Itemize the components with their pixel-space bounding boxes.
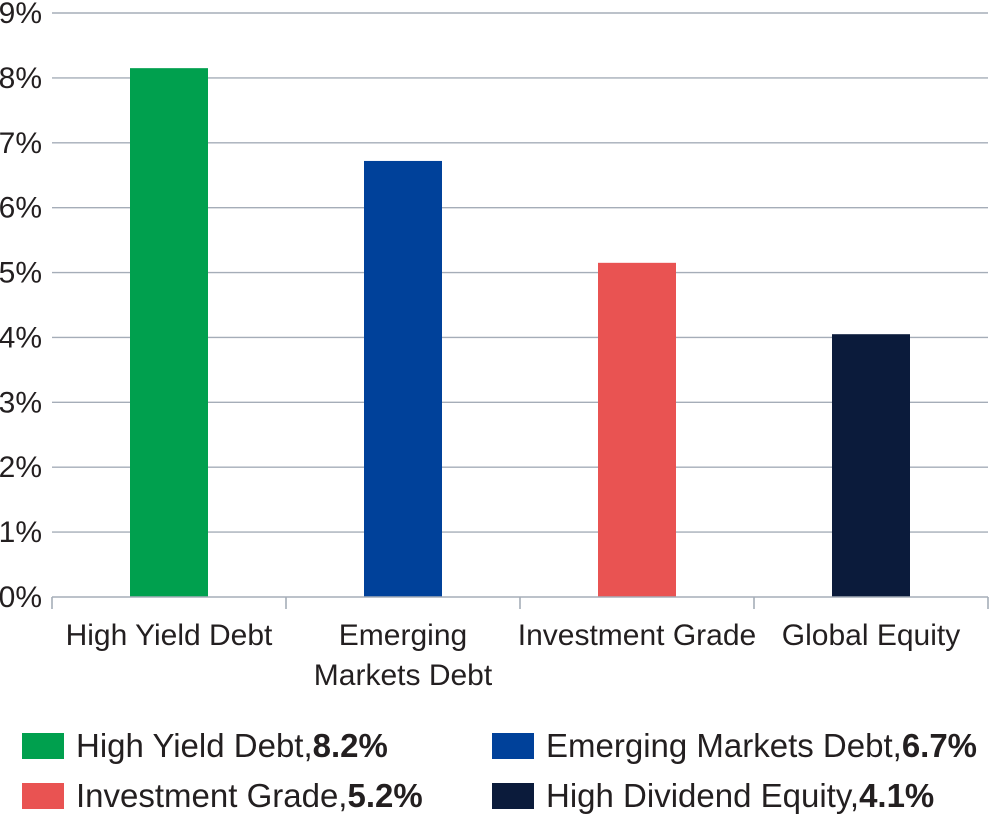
legend-value: 6.7%	[901, 727, 978, 764]
y-tick-label: 0%	[0, 581, 42, 614]
bar	[130, 68, 208, 597]
legend-item-investment-grade: Investment Grade, 5.2%	[22, 776, 423, 816]
y-tick-label: 9%	[0, 0, 42, 30]
x-category-label: Emerging Markets Debt	[314, 619, 493, 692]
y-tick-label: 6%	[0, 192, 42, 225]
y-tick-label: 5%	[0, 257, 42, 290]
legend-item-emerging-markets-debt: Emerging Markets Debt, 6.7%	[492, 726, 977, 766]
y-tick-label: 4%	[0, 321, 42, 354]
legend-value: 8.2%	[312, 727, 388, 764]
legend-label: High Yield Debt,	[76, 727, 313, 764]
bar	[598, 262, 676, 597]
y-tick-label: 7%	[0, 127, 42, 160]
legend-value: 5.2%	[347, 777, 423, 814]
x-category-label: Investment Grade	[518, 619, 756, 652]
x-axis	[51, 596, 989, 609]
y-tick-label: 1%	[0, 516, 42, 549]
x-category-label: High Yield Debt	[66, 619, 273, 652]
bar-chart: 0% 1% 2% 3% 4% 5% 6% 7% 8% 9% High Yield Debt Emer…	[0, 0, 989, 692]
bar	[832, 334, 910, 597]
legend-label: High Dividend Equity,	[546, 777, 860, 814]
legend-swatch-high-yield-debt	[22, 733, 64, 759]
legend-label: Investment Grade,	[76, 777, 348, 814]
x-category-label: Global Equity	[782, 619, 960, 652]
legend-item-high-dividend-equity: High Dividend Equity, 4.1%	[492, 776, 934, 816]
legend-value: 4.1%	[859, 777, 935, 814]
x-axis-category-labels: High Yield Debt Emerging Markets Debt Inves…	[66, 619, 961, 692]
legend-swatch-investment-grade	[22, 783, 64, 809]
y-tick-label: 8%	[0, 62, 42, 95]
bars	[130, 68, 910, 598]
legend-item-high-yield-debt: High Yield Debt, 8.2%	[22, 726, 388, 766]
bar	[364, 160, 442, 598]
y-tick-label: 2%	[0, 451, 42, 484]
legend-swatch-high-dividend-equity	[492, 783, 534, 809]
legend-label: Emerging Markets Debt,	[546, 727, 902, 764]
legend-swatch-emerging-markets-debt	[492, 733, 534, 759]
y-tick-label: 3%	[0, 386, 42, 419]
legend: High Yield Debt, 8.2% Emerging Markets D…	[22, 722, 991, 816]
y-axis-tick-labels: 0% 1% 2% 3% 4% 5% 6% 7% 8% 9%	[0, 0, 42, 614]
